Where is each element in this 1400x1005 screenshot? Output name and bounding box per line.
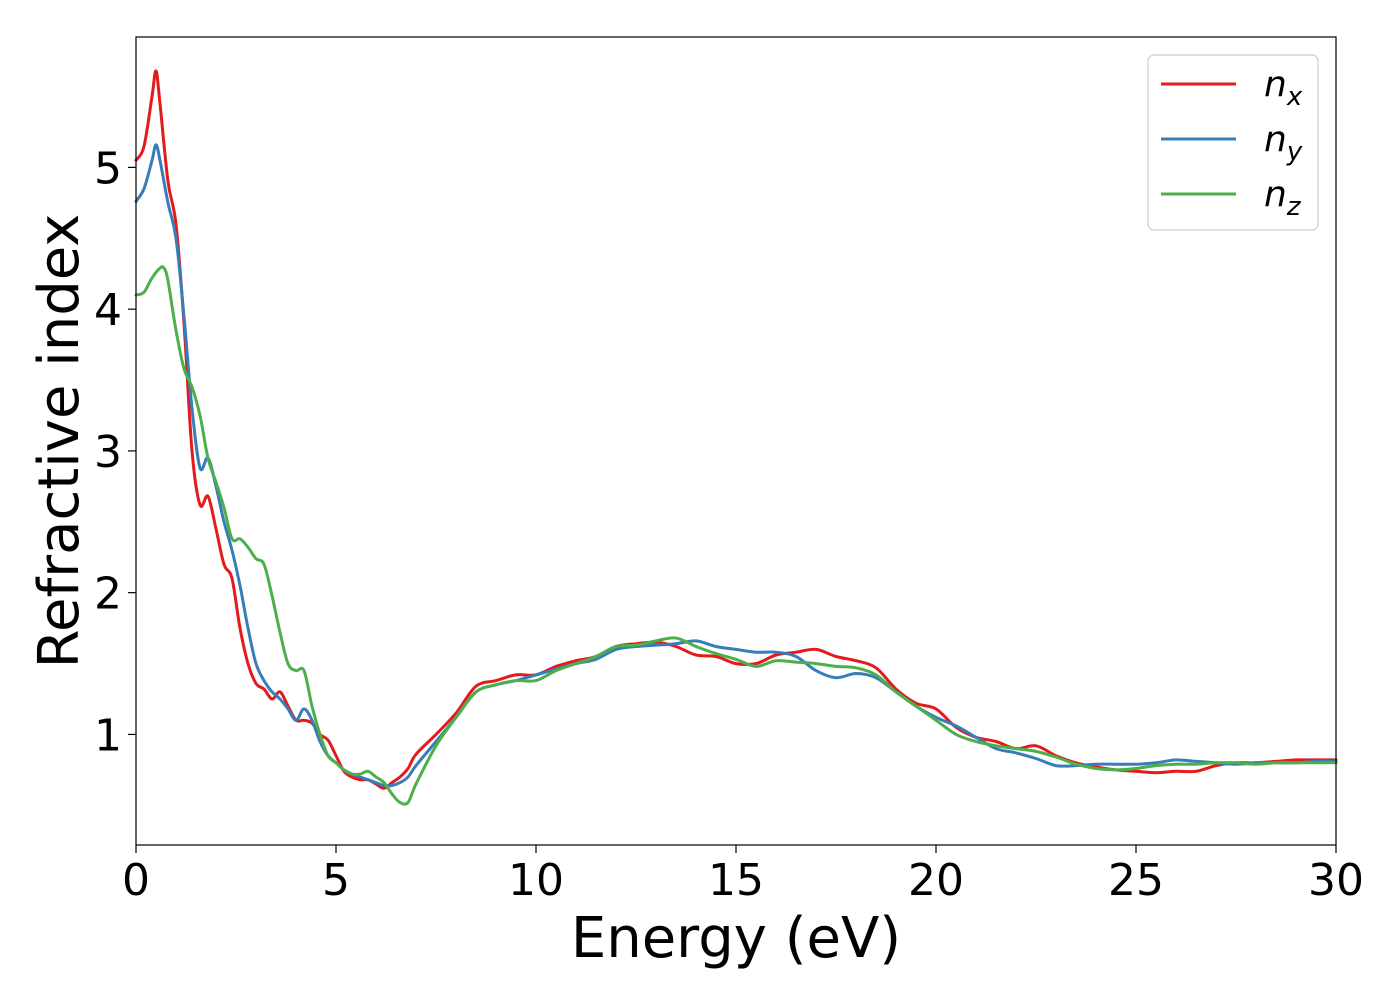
series-line-z bbox=[134, 265, 1338, 806]
y-tick-label: 1 bbox=[94, 710, 122, 761]
x-tick-label: 5 bbox=[322, 855, 350, 906]
x-tick-label: 10 bbox=[508, 855, 564, 906]
x-axis-ticks: 0 5 10 15 20 25 30 bbox=[122, 845, 1364, 906]
x-axis-title: Energy (eV) bbox=[571, 906, 901, 971]
y-tick-label: 5 bbox=[94, 143, 122, 194]
x-tick-label: 30 bbox=[1308, 855, 1364, 906]
legend-label-x: nx bbox=[1264, 64, 1303, 112]
y-axis-title: Refractive index bbox=[27, 214, 92, 669]
y-tick-label: 3 bbox=[94, 427, 122, 478]
x-tick-label: 0 bbox=[122, 855, 150, 906]
series-layer bbox=[134, 69, 1338, 806]
x-tick-label: 25 bbox=[1108, 855, 1164, 906]
y-tick-label: 4 bbox=[94, 285, 122, 336]
x-tick-label: 20 bbox=[908, 855, 964, 906]
legend-label-y: ny bbox=[1264, 119, 1303, 167]
y-axis-ticks: 1 2 3 4 5 bbox=[94, 143, 136, 761]
x-tick-label: 15 bbox=[708, 855, 764, 906]
y-tick-label: 2 bbox=[94, 569, 122, 620]
legend-frame bbox=[1147, 54, 1319, 231]
